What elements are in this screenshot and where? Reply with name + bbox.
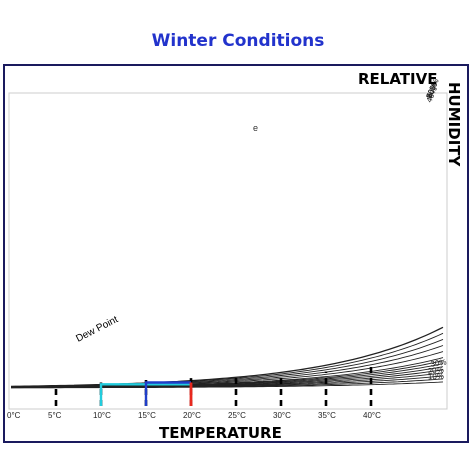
x-tick-label: 0°C (7, 411, 21, 420)
chart-title: Winter Conditions (151, 31, 325, 51)
x-tick-label: 15°C (138, 411, 156, 420)
cyan-dew-line (99, 383, 191, 406)
x-tick-labels: 0°C 5°C 10°C 15°C 20°C 25°C 30°C 35°C 40°C (7, 411, 381, 420)
x-tick-label: 10°C (93, 411, 111, 420)
x-tick-label: 35°C (318, 411, 336, 420)
rh-label: 20% (427, 365, 444, 375)
humidity-label: HUMIDITY (445, 82, 463, 168)
x-tick-label: 40°C (363, 411, 381, 420)
temperature-label: TEMPERATURE (159, 424, 282, 441)
plot-area (8, 92, 448, 410)
dew-point-annotations (99, 381, 193, 406)
relative-label: RELATIVE (358, 70, 437, 88)
x-tick-label: 25°C (228, 411, 246, 420)
x-tick-label: 30°C (273, 411, 291, 420)
rh-curve-45 (10, 360, 444, 388)
rh-label: 30% (430, 357, 447, 368)
humidity-curves (10, 326, 444, 389)
blue-dew-line (144, 381, 191, 406)
psychrometric-chart: 0°C 5°C 10°C 15°C 20°C 25°C 30°C 35°C 40°C 100%9… (7, 70, 463, 441)
e-label: e (253, 123, 258, 133)
rh-label: 10% (428, 372, 444, 382)
chart-frame: 0°C 5°C 10°C 15°C 20°C 25°C 30°C 35°C 40°C 100% 9… (3, 64, 469, 443)
x-tick-label: 5°C (48, 411, 62, 420)
x-tick-label: 20°C (183, 411, 201, 420)
